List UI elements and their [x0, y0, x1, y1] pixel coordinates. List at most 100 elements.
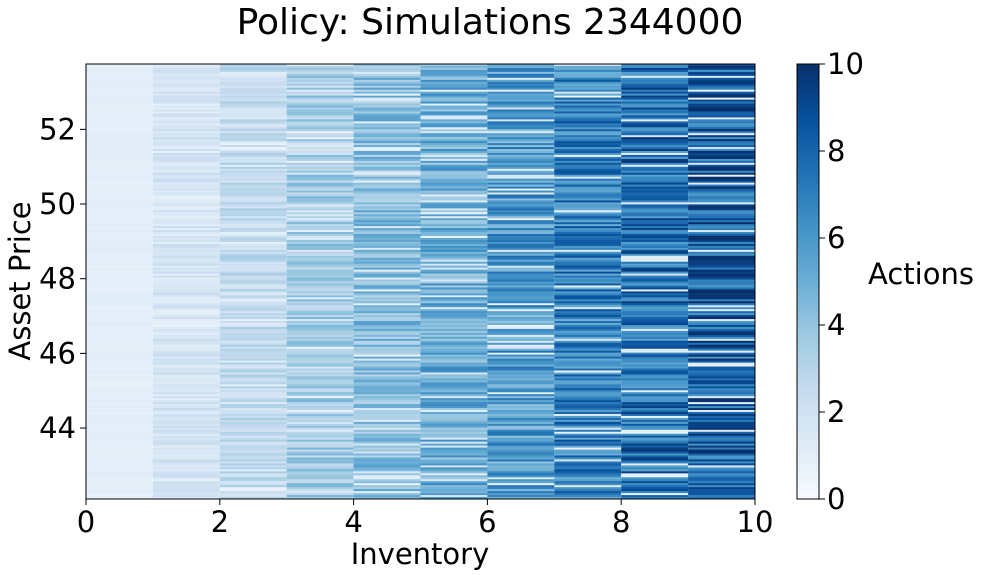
heatmap-cell [86, 85, 153, 89]
heatmap-cell [420, 101, 488, 104]
heatmap-cell [621, 281, 689, 284]
heatmap-cell [554, 87, 622, 91]
heatmap-cell [286, 465, 354, 468]
heatmap-cell [621, 238, 689, 241]
heatmap-cell [621, 109, 689, 112]
heatmap-cell [621, 220, 689, 223]
heatmap-cell [219, 299, 287, 302]
heatmap-cell [554, 198, 622, 201]
heatmap-cell [554, 281, 622, 284]
heatmap-cell [286, 455, 354, 458]
heatmap-cell [219, 164, 287, 168]
heatmap-cell [286, 196, 354, 199]
heatmap-cell [86, 143, 153, 146]
heatmap-cell [554, 154, 622, 158]
heatmap-cell [688, 437, 755, 441]
heatmap-cell [554, 342, 622, 346]
heatmap-cell [688, 408, 755, 411]
heatmap-cell [621, 390, 689, 393]
heatmap-cell [152, 95, 220, 99]
heatmap-cell [688, 471, 755, 474]
heatmap-cell [420, 196, 488, 199]
heatmap-cell [286, 97, 354, 100]
heatmap-cell [86, 445, 153, 448]
heatmap-cell [353, 232, 421, 235]
heatmap-cell [353, 247, 421, 251]
heatmap-cell [353, 354, 421, 358]
heatmap-cell [688, 313, 755, 316]
heatmap-cell [152, 313, 220, 316]
heatmap-cell [152, 425, 220, 429]
heatmap-cell [487, 465, 555, 468]
heatmap-cell [353, 402, 421, 405]
heatmap-cell [420, 168, 488, 172]
heatmap-cell [152, 241, 220, 245]
heatmap-cell [420, 232, 488, 235]
heatmap-cell [554, 222, 622, 225]
heatmap-cell [286, 117, 354, 120]
heatmap-cell [219, 370, 287, 373]
heatmap-cell [621, 81, 689, 85]
heatmap-cell [353, 473, 421, 476]
heatmap-cell [487, 198, 555, 201]
heatmap-cell [688, 431, 755, 435]
heatmap-cell [487, 160, 555, 164]
heatmap-cell [86, 384, 153, 387]
heatmap-cell [621, 419, 689, 423]
heatmap-cell [487, 236, 555, 239]
heatmap-cell [152, 325, 220, 328]
heatmap-cell [420, 295, 488, 298]
heatmap-cell [353, 317, 421, 320]
heatmap-cell [353, 194, 421, 197]
heatmap-cell [219, 354, 287, 358]
heatmap-cell [353, 241, 421, 245]
heatmap-cell [286, 441, 354, 445]
heatmap-cell [353, 477, 421, 480]
heatmap-cell [286, 423, 354, 427]
heatmap-cell [353, 89, 421, 93]
heatmap-cell [420, 273, 488, 276]
heatmap-cell [86, 328, 153, 332]
heatmap-cell [219, 210, 287, 213]
heatmap-cell [286, 154, 354, 158]
heatmap-cell [420, 299, 488, 302]
heatmap-cell [286, 346, 354, 350]
heatmap-cell [621, 283, 689, 286]
heatmap-cell [286, 283, 354, 286]
heatmap-cell [554, 427, 622, 431]
heatmap-cell [554, 245, 622, 249]
heatmap-cell [86, 360, 153, 363]
heatmap-cell [554, 113, 622, 116]
heatmap-cell [86, 297, 153, 300]
heatmap-cell [688, 127, 755, 130]
heatmap-cell [286, 67, 354, 71]
heatmap-cell [487, 449, 555, 452]
heatmap-cell [219, 419, 287, 423]
heatmap-cell [688, 160, 755, 164]
heatmap-cell [353, 83, 421, 87]
heatmap-cell [487, 291, 555, 294]
heatmap-cell [152, 89, 220, 93]
heatmap-cell [353, 497, 421, 499]
heatmap-cell [152, 255, 220, 259]
heatmap-cell [554, 348, 622, 352]
heatmap-cell [621, 168, 689, 172]
heatmap-cell [688, 301, 755, 304]
heatmap-cell [152, 224, 220, 227]
heatmap-cell [420, 164, 488, 168]
heatmap-cell [420, 325, 488, 328]
heatmap-cell [554, 392, 622, 395]
heatmap-cell [286, 417, 354, 421]
heatmap-cell [353, 297, 421, 300]
heatmap-cell [621, 443, 689, 447]
heatmap-cell [152, 443, 220, 447]
heatmap-cell [286, 413, 354, 417]
heatmap-cell [554, 73, 622, 77]
heatmap-cell [86, 417, 153, 421]
heatmap-cell [621, 265, 689, 269]
heatmap-cell [688, 449, 755, 452]
heatmap-cell [420, 321, 488, 324]
heatmap-cell [688, 224, 755, 227]
heatmap-cell [219, 362, 287, 365]
heatmap-cell [152, 394, 220, 397]
